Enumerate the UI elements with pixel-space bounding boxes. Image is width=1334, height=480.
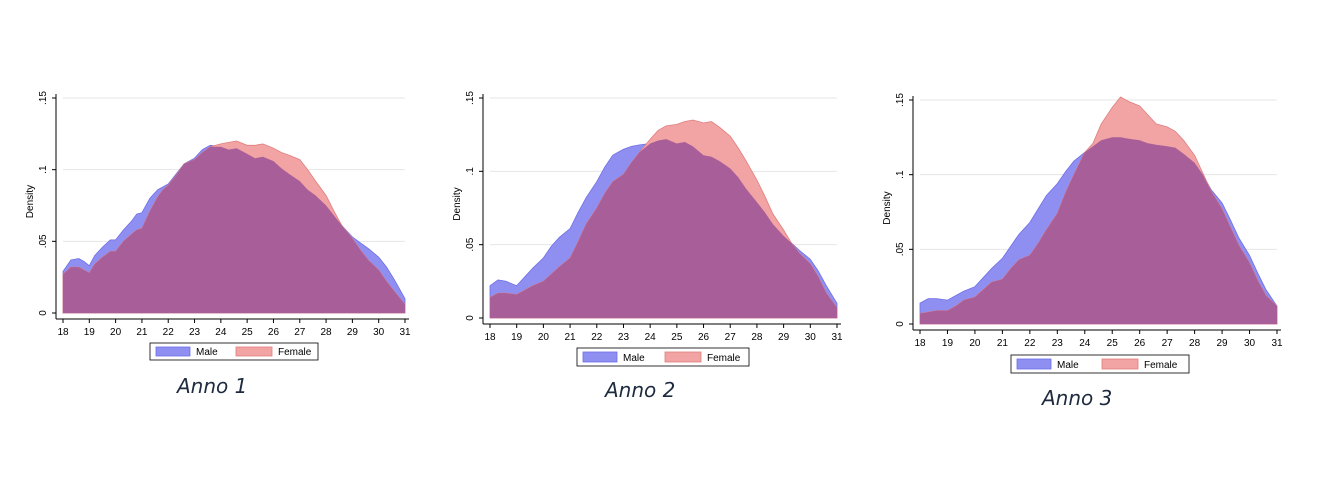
x-tick-label: 30	[1244, 338, 1256, 349]
x-tick-label: 30	[805, 332, 817, 343]
legend-swatch-male	[582, 351, 618, 363]
y-tick-label: .15	[38, 91, 49, 105]
legend-swatch-female	[664, 351, 702, 363]
legend: Male Female	[576, 347, 750, 367]
x-tick-label: 27	[294, 327, 306, 338]
y-tick-label: .1	[895, 170, 906, 179]
x-tick-label: 21	[136, 327, 148, 338]
legend-label-male: Male	[196, 347, 218, 358]
x-tick-label: 18	[57, 327, 69, 338]
y-tick-label: .05	[38, 234, 49, 248]
legend: Male Female	[149, 342, 319, 361]
x-tick-label: 28	[321, 327, 333, 338]
legend-swatch-male	[1016, 358, 1052, 370]
x-tick-label: 26	[1134, 338, 1146, 349]
x-tick-label: 21	[565, 332, 577, 343]
x-tick-label: 29	[347, 327, 359, 338]
x-tick-label: 26	[268, 327, 280, 338]
x-tick-label: 21	[997, 338, 1009, 349]
x-tick-label: 23	[618, 332, 630, 343]
x-tick-label: 19	[511, 332, 523, 343]
x-tick-label: 27	[725, 332, 737, 343]
x-tick-label: 19	[84, 327, 96, 338]
y-axis-title: Density	[25, 185, 36, 218]
x-tick-label: 25	[671, 332, 683, 343]
x-tick-label: 18	[914, 338, 926, 349]
x-tick-label: 20	[538, 332, 550, 343]
y-tick-label: .05	[895, 242, 906, 256]
chart-panel: 0 .05 .1 .15 Density 18 19 20 21 22 23 24 25 26 27 28 29…	[25, 91, 411, 398]
x-tick-label: 22	[1024, 338, 1036, 349]
y-axis-title: Density	[452, 187, 463, 220]
legend-label-female: Female	[1144, 360, 1178, 371]
y-tick-label: .1	[465, 167, 476, 176]
y-tick-label: .15	[895, 93, 906, 107]
x-tick-label: 19	[942, 338, 954, 349]
x-tick-label: 25	[1107, 338, 1119, 349]
x-tick-label: 24	[1079, 338, 1091, 349]
x-tick-label: 22	[591, 332, 603, 343]
y-tick-label: .15	[465, 91, 476, 105]
x-tick-label: 31	[1271, 338, 1283, 349]
x-tick-label: 29	[778, 332, 790, 343]
legend-box	[576, 347, 750, 367]
legend-label-female: Female	[707, 353, 741, 364]
y-tick-label: 0	[895, 321, 906, 327]
chart-panel: 0 .05 .1 .15 Density 18 19 20 21 22 23 24 25 26 27 28 29…	[452, 91, 843, 402]
x-tick-label: 24	[645, 332, 657, 343]
series-area-overlap	[920, 137, 1277, 324]
x-tick-label: 18	[484, 332, 496, 343]
y-tick-label: .05	[465, 237, 476, 251]
x-tick-label: 31	[831, 332, 843, 343]
x-tick-label: 28	[1189, 338, 1201, 349]
x-tick-label: 20	[110, 327, 122, 338]
x-tick-label: 30	[373, 327, 385, 338]
x-tick-label: 20	[969, 338, 981, 349]
y-tick-label: .1	[38, 165, 49, 174]
series-area-overlap	[490, 139, 837, 318]
x-tick-label: 27	[1162, 338, 1174, 349]
legend-swatch-male	[155, 346, 191, 357]
series-area-overlap	[63, 146, 405, 313]
legend-label-female: Female	[278, 347, 312, 358]
panel-caption: Anno 1	[175, 374, 247, 398]
x-tick-label: 28	[751, 332, 763, 343]
x-tick-label: 25	[242, 327, 254, 338]
legend: Male Female	[1010, 354, 1190, 374]
y-tick-label: 0	[38, 310, 49, 316]
legend-label-male: Male	[1057, 360, 1079, 371]
legend-box	[149, 342, 319, 361]
x-tick-label: 23	[1052, 338, 1064, 349]
legend-swatch-female	[235, 346, 273, 357]
x-tick-label: 29	[1217, 338, 1229, 349]
legend-box	[1010, 354, 1190, 374]
panel-caption: Anno 3	[1040, 386, 1112, 410]
legend-swatch-female	[1101, 358, 1139, 370]
legend-label-male: Male	[623, 353, 645, 364]
chart-panel: 0 .05 .1 .15 Density 18 19 20 21 22 23 24 25 26 27 28 29…	[882, 93, 1283, 410]
y-axis-title: Density	[882, 191, 893, 224]
x-tick-label: 22	[163, 327, 175, 338]
x-tick-label: 26	[698, 332, 710, 343]
x-tick-label: 31	[399, 327, 411, 338]
panel-caption: Anno 2	[603, 378, 675, 402]
x-tick-label: 24	[215, 327, 227, 338]
x-tick-label: 23	[189, 327, 201, 338]
y-tick-label: 0	[465, 315, 476, 321]
